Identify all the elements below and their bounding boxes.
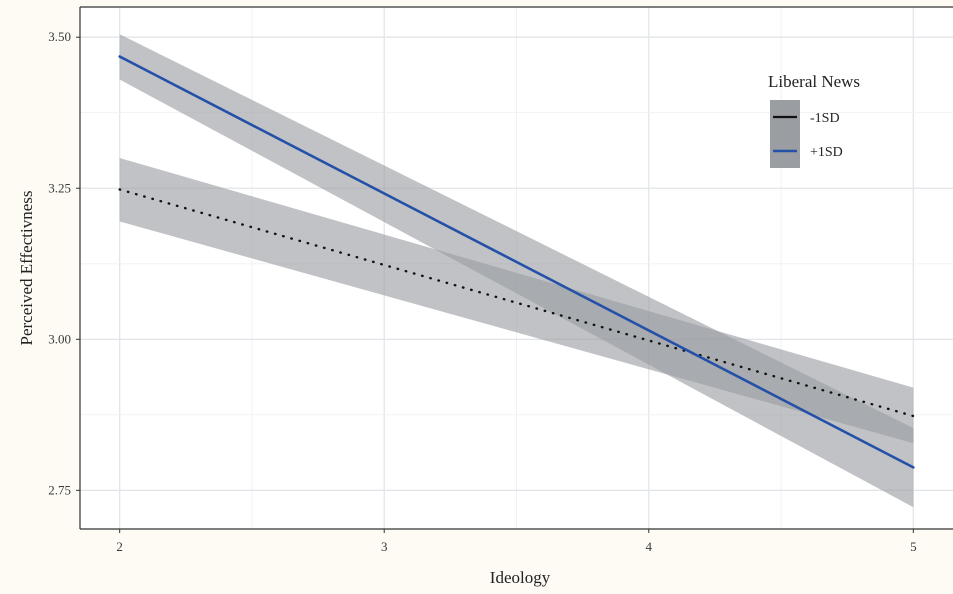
ci-ribbon-2 bbox=[119, 34, 914, 508]
y-tick-label: 3.25 bbox=[48, 180, 71, 195]
legend: Liberal News -1SD +1SD bbox=[768, 72, 860, 168]
legend-title: Liberal News bbox=[768, 72, 860, 91]
x-axis-title: Ideology bbox=[490, 568, 551, 587]
legend-label-1: -1SD bbox=[810, 111, 840, 126]
confidence-ribbons bbox=[119, 34, 914, 508]
x-tick-label: 3 bbox=[381, 539, 388, 554]
series-line-1 bbox=[118, 188, 915, 418]
legend-label-2: +1SD bbox=[810, 145, 843, 160]
x-tick-label: 5 bbox=[910, 539, 917, 554]
y-tick-label: 3.50 bbox=[48, 29, 71, 44]
x-axis: 2 3 4 5 bbox=[116, 529, 917, 554]
x-tick-label: 2 bbox=[116, 539, 123, 554]
y-tick-label: 3.00 bbox=[48, 331, 71, 346]
y-axis: 2.75 3.00 3.25 3.50 bbox=[48, 29, 80, 497]
series-lines bbox=[118, 55, 915, 469]
series-line-2 bbox=[118, 55, 915, 469]
x-tick-label: 4 bbox=[646, 539, 653, 554]
y-tick-label: 2.75 bbox=[48, 482, 71, 497]
y-axis-title: Perceived Effectivness bbox=[17, 191, 36, 346]
